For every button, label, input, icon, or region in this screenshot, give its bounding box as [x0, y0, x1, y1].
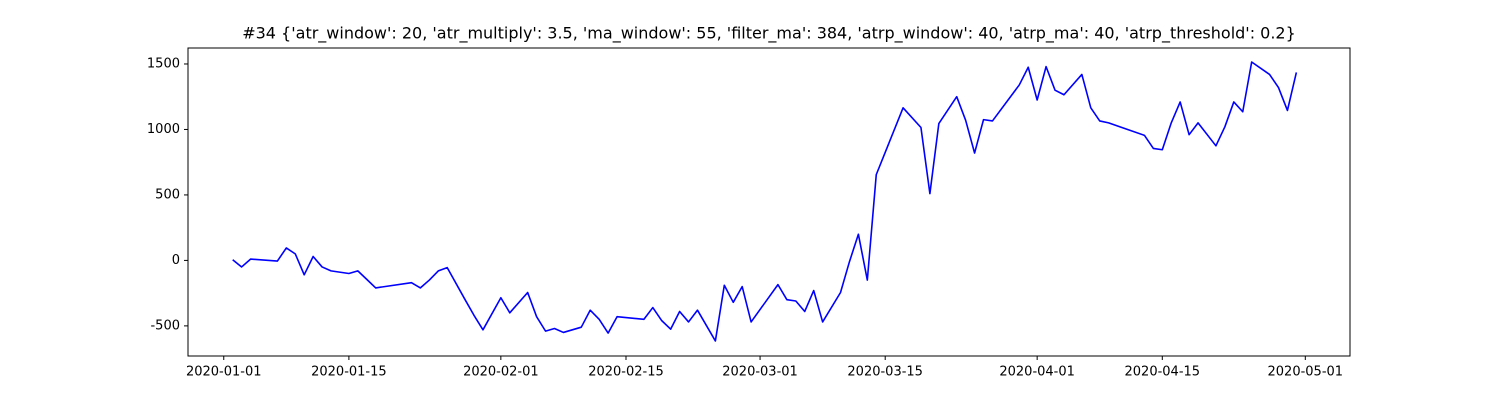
- line-series: [232, 61, 1298, 342]
- x-tick-label: 2020-04-15: [1125, 365, 1201, 380]
- chart-title: #34 {'atr_window': 20, 'atr_multiply': 3…: [242, 24, 1296, 44]
- x-tick-label: 2020-01-15: [311, 365, 387, 380]
- y-tick-label: 1500: [147, 56, 180, 71]
- x-tick-label: 2020-03-01: [722, 365, 798, 380]
- x-tick-label: 2020-02-01: [463, 365, 539, 380]
- y-tick-label: 1000: [147, 122, 180, 137]
- y-tick-label: 500: [155, 187, 180, 202]
- x-tick-label: 2020-04-01: [999, 365, 1075, 380]
- x-tick-label: 2020-01-01: [186, 365, 262, 380]
- plot-frame: [187, 47, 1351, 357]
- x-tick-label: 2020-03-15: [847, 365, 923, 380]
- y-tick-label: -500: [150, 318, 180, 333]
- x-tick-label: 2020-02-15: [588, 365, 664, 380]
- x-tick-label: 2020-05-01: [1268, 365, 1344, 380]
- y-tick-label: 0: [172, 253, 180, 268]
